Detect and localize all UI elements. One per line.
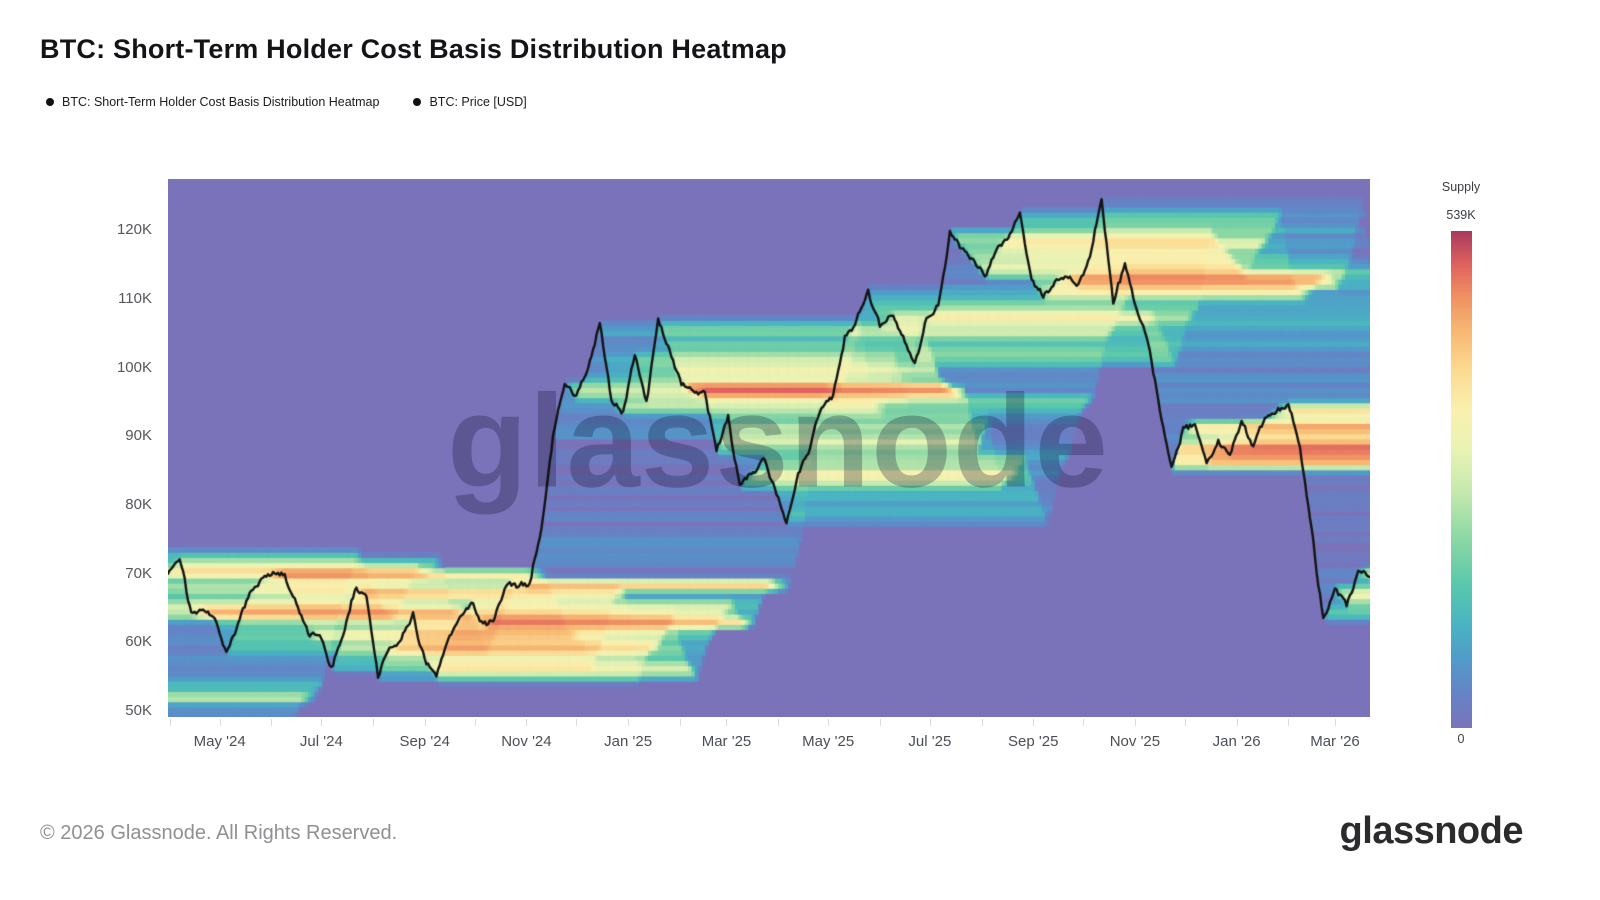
legend-item-heatmap[interactable]: BTC: Short-Term Holder Cost Basis Distri… xyxy=(46,95,379,109)
x-tick-mark xyxy=(879,719,881,726)
y-tick-label: 110K xyxy=(118,289,152,307)
x-tick-label: Jan '25 xyxy=(604,733,653,750)
x-tick-mark xyxy=(271,719,273,726)
legend-dot-icon xyxy=(46,98,54,106)
colorbar-min-label: 0 xyxy=(1457,732,1465,746)
x-tick-mark xyxy=(981,719,983,726)
legend-dot-icon xyxy=(413,98,422,106)
legend: BTC: Short-Term Holder Cost Basis Distri… xyxy=(46,95,527,109)
legend-item-label: BTC: Price [USD] xyxy=(429,95,527,109)
x-tick-label: Mar '26 xyxy=(1310,733,1360,750)
x-tick-label: May '25 xyxy=(802,733,855,750)
y-tick-label: 70K xyxy=(125,564,152,582)
heatmap-canvas[interactable] xyxy=(168,179,1370,717)
x-tick-mark xyxy=(474,719,476,726)
colorbar-gradient xyxy=(1451,231,1472,728)
x-tick-mark xyxy=(1134,719,1136,726)
legend-item-price[interactable]: BTC: Price [USD] xyxy=(413,95,527,109)
y-tick-label: 100K xyxy=(116,358,152,376)
x-axis: May '24 Jul '24 Sep '24 Nov '24 Jan '25 Mar '… xyxy=(169,719,1360,750)
x-tick-label: Nov '25 xyxy=(1109,733,1161,750)
footer-copyright: © 2026 Glassnode. All Rights Reserved. xyxy=(40,822,398,844)
x-tick-mark xyxy=(526,719,528,726)
x-tick-label: Jan '26 xyxy=(1212,733,1261,750)
x-tick-label: Sep '24 xyxy=(399,733,450,750)
x-tick-mark xyxy=(373,719,375,726)
y-axis: 120K 110K 100K 90K 80K 70K 60K 50K xyxy=(0,0,152,760)
x-tick-label: Nov '24 xyxy=(501,733,552,750)
y-tick-label: 120K xyxy=(116,221,152,239)
x-tick-mark xyxy=(1334,719,1336,726)
x-tick-mark xyxy=(1184,719,1186,726)
x-tick-mark xyxy=(169,719,171,726)
legend-item-label: BTC: Short-Term Holder Cost Basis Distri… xyxy=(62,95,380,109)
x-tick-mark xyxy=(929,719,931,726)
x-tick-label: Jul '25 xyxy=(908,733,952,750)
heatmap-plot-area: glassnode xyxy=(168,179,1370,717)
colorbar-max-label: 539K xyxy=(1446,208,1476,222)
x-tick-mark xyxy=(219,719,221,726)
x-tick-mark xyxy=(679,719,681,726)
x-tick-mark xyxy=(1288,719,1290,726)
x-tick-mark xyxy=(628,719,630,726)
x-tick-mark xyxy=(726,719,728,726)
page-title: BTC: Short-Term Holder Cost Basis Distri… xyxy=(40,34,787,64)
x-tick-mark xyxy=(828,719,830,726)
x-tick-mark xyxy=(424,719,426,726)
x-tick-label: Mar '25 xyxy=(701,733,752,750)
x-tick-label: Sep '25 xyxy=(1008,733,1059,750)
y-tick-label: 90K xyxy=(125,427,152,445)
x-tick-label: Jul '24 xyxy=(299,733,343,750)
x-tick-mark xyxy=(1083,719,1085,726)
glassnode-logo: glassnode xyxy=(1339,810,1524,852)
x-tick-mark xyxy=(1236,719,1238,726)
x-tick-mark xyxy=(576,719,578,726)
x-tick-mark xyxy=(321,719,323,726)
y-tick-label: 60K xyxy=(125,633,152,651)
y-tick-label: 80K xyxy=(125,495,152,513)
y-tick-label: 50K xyxy=(125,702,152,720)
x-tick-label: May '24 xyxy=(193,733,246,750)
x-tick-mark xyxy=(778,719,780,726)
colorbar-title: Supply xyxy=(1441,180,1481,194)
x-tick-mark xyxy=(1033,719,1035,726)
